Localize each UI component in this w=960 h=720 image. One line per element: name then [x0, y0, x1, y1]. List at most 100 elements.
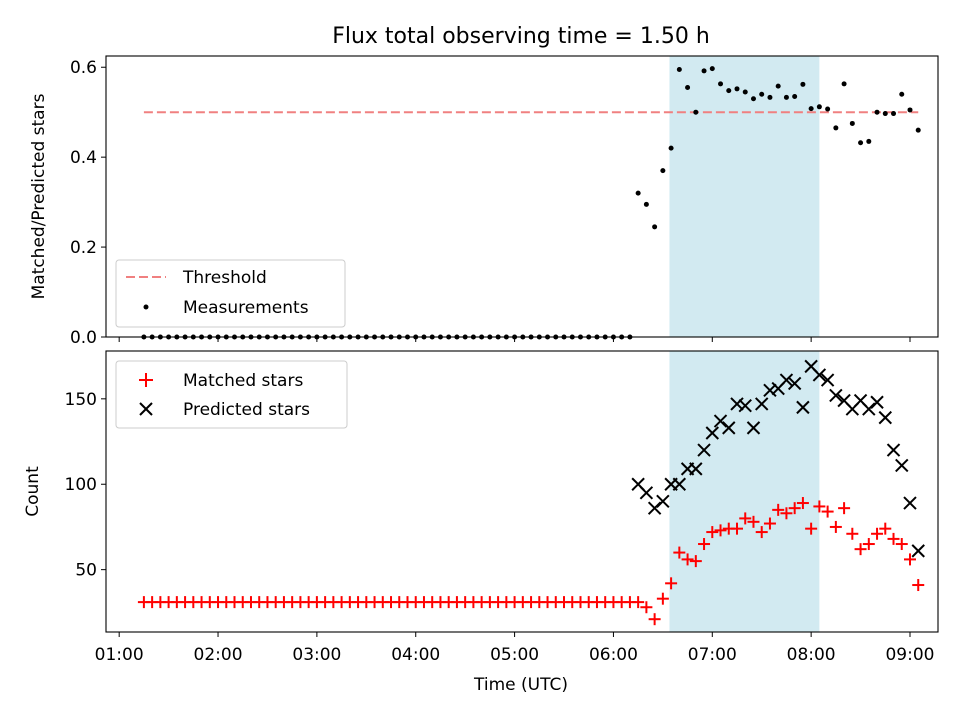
- predicted-star-stroke-b: [829, 388, 843, 403]
- measurement-point: [899, 91, 905, 97]
- predicted-star-point: [829, 388, 843, 403]
- matched-star-point: [698, 538, 711, 551]
- predicted-star-stroke-b: [886, 443, 901, 457]
- measurement-point: [660, 168, 666, 174]
- matched-star-point: [879, 522, 892, 535]
- predicted-star-point: [639, 486, 654, 500]
- measurement-point: [874, 109, 880, 115]
- matched-star-point: [648, 613, 661, 626]
- matched-star-point: [854, 543, 867, 556]
- bottom-y-axis: 50 100 150: [65, 390, 106, 581]
- predicted-star-stroke-b: [697, 443, 711, 457]
- matched-star-point: [681, 553, 694, 566]
- measurement-point: [792, 93, 798, 99]
- predicted-star-stroke-b: [746, 421, 761, 435]
- top-x-ticks: [118, 337, 911, 342]
- predicted-star-point: [672, 477, 687, 491]
- matched-star-point: [673, 546, 686, 559]
- predicted-star-stroke-b: [804, 359, 818, 374]
- predicted-star-stroke-b: [779, 373, 794, 387]
- measurement-point: [759, 91, 765, 97]
- predicted-star-point: [870, 395, 884, 409]
- bottom-y-tick-label: 100: [65, 475, 97, 495]
- matched-star-point: [763, 517, 776, 530]
- bottom-x-tick-label: 03:00: [292, 645, 341, 665]
- predicted-star-point: [911, 544, 925, 558]
- matched-star-point: [821, 505, 834, 518]
- predicted-star-stroke-b: [730, 397, 744, 411]
- predicted-star-point: [796, 400, 810, 415]
- matched-star-point: [755, 526, 768, 539]
- predicted-star-point: [689, 462, 703, 476]
- matched-star-point: [871, 527, 884, 540]
- matched-stars-points: [137, 497, 925, 626]
- measurement-point: [841, 81, 847, 87]
- bottom-x-tick-label: 05:00: [490, 645, 539, 665]
- measurement-point: [833, 125, 839, 131]
- matched-star-point: [739, 512, 752, 525]
- matched-star-point: [895, 538, 908, 551]
- predicted-star-point: [755, 397, 769, 411]
- predicted-stars-points: [631, 359, 925, 558]
- bottom-y-axis-label: Count: [23, 466, 43, 517]
- predicted-star-stroke-b: [631, 477, 645, 491]
- top-panel: 0.0 0.2 0.4 0.6 Matched/Predicted stars Thr…: [29, 55, 939, 348]
- bottom-x-tick-label: 06:00: [589, 645, 638, 665]
- matched-star-point: [640, 601, 653, 614]
- predicted-star-point: [787, 376, 802, 391]
- measurement-point: [858, 140, 864, 146]
- measurement-point: [775, 83, 781, 89]
- matched-star-point: [656, 592, 669, 605]
- measurement-point: [726, 88, 732, 94]
- predicted-legend-marker: [139, 402, 153, 416]
- predicted-star-stroke-b: [796, 400, 810, 415]
- bottom-y-tick-label: 150: [65, 390, 97, 410]
- measurements-legend-label: Measurements: [183, 298, 309, 318]
- measurement-point: [825, 106, 831, 112]
- matched-legend-label: Matched stars: [183, 371, 303, 391]
- predicted-star-point: [738, 398, 752, 413]
- matched-star-point: [706, 526, 719, 539]
- measurement-point: [709, 66, 715, 72]
- measurement-point: [816, 104, 822, 110]
- predicted-legend-label: Predicted stars: [183, 400, 310, 420]
- top-y-tick-label: 0.2: [70, 238, 97, 258]
- predicted-star-point: [903, 496, 917, 510]
- predicted-star-point: [722, 421, 736, 435]
- measurement-point: [750, 96, 756, 102]
- matched-legend-marker: [139, 373, 153, 387]
- measurement-point: [701, 68, 707, 74]
- predicted-star-stroke-b: [713, 414, 728, 428]
- measurement-point: [767, 94, 773, 100]
- measurement-point: [800, 81, 806, 87]
- measurement-point: [783, 94, 789, 100]
- predicted-star-stroke-b: [837, 393, 851, 408]
- measurement-point: [742, 89, 748, 95]
- predicted-star-point: [730, 397, 744, 411]
- top-plot-frame: [105, 55, 939, 338]
- bottom-y-tick-label: 50: [75, 561, 97, 581]
- matched-star-point: [846, 527, 859, 540]
- bottom-legend: Matched stars Predicted stars: [115, 360, 348, 429]
- predicted-star-stroke-b: [878, 410, 892, 425]
- predicted-star-point: [820, 373, 835, 387]
- predicted-star-stroke-b: [853, 393, 868, 408]
- matched-star-point: [714, 524, 727, 537]
- top-y-axis-label: Matched/Predicted stars: [29, 93, 49, 299]
- predicted-star-stroke-b: [820, 373, 835, 387]
- predicted-star-point: [886, 443, 901, 457]
- matched-star-point: [813, 500, 826, 513]
- bottom-x-tick-label: 04:00: [391, 645, 440, 665]
- chart-title: Flux total observing time = 1.50 h: [332, 24, 710, 49]
- top-y-axis: 0.0 0.2 0.4 0.6: [70, 58, 106, 348]
- predicted-star-stroke-b: [656, 494, 670, 509]
- measurement-point: [652, 224, 658, 230]
- measurement-point: [915, 127, 921, 133]
- measurement-point: [734, 86, 740, 92]
- matched-star-point: [838, 502, 851, 515]
- top-shaded-interval: [669, 56, 820, 337]
- x-axis-label: Time (UTC): [473, 675, 568, 695]
- predicted-star-point: [763, 383, 777, 397]
